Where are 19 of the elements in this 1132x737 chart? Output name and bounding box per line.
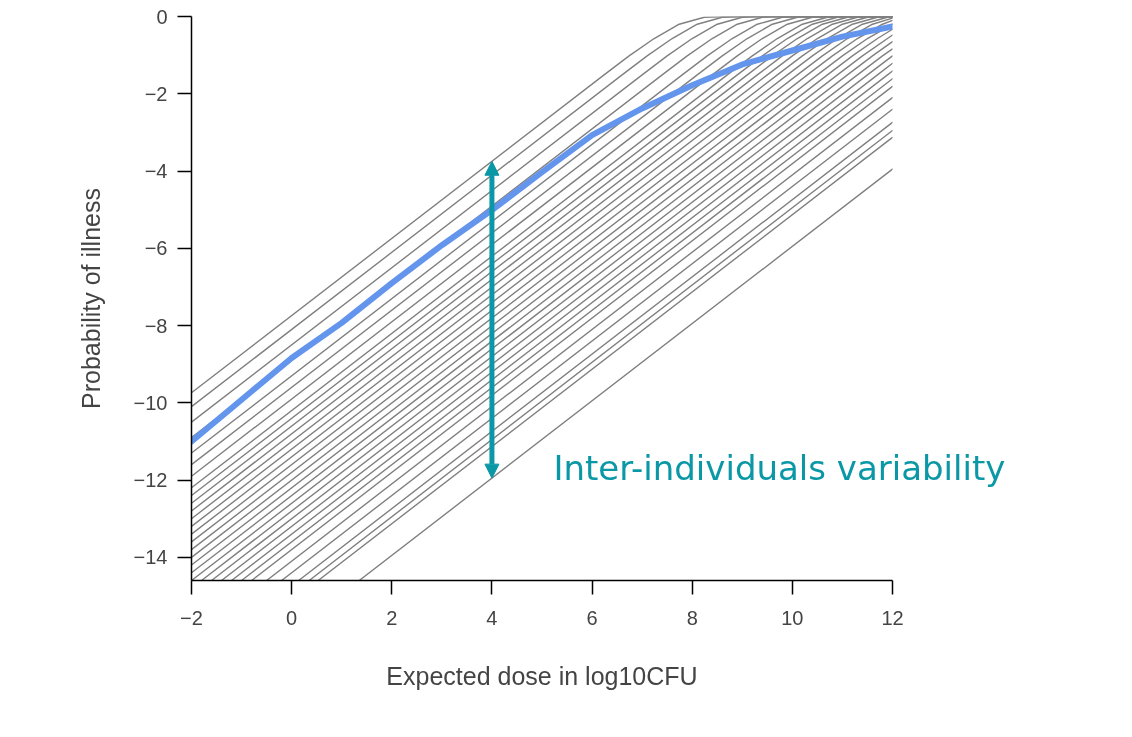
x-tick-label: 10	[781, 606, 804, 629]
x-tick-label: 8	[686, 606, 698, 629]
x-tick-label: 0	[286, 606, 298, 629]
x-tick-label: 12	[881, 606, 904, 629]
y-axis-title: Probability of illness	[76, 188, 105, 409]
y-tick-label: −2	[144, 82, 168, 105]
y-tick-label: −10	[133, 391, 168, 414]
annotation: Inter-individuals variability	[553, 447, 1006, 488]
y-tick-label: −4	[144, 160, 168, 183]
x-axis-title: Expected dose in log10CFU	[386, 661, 698, 690]
x-tick-label: 6	[586, 606, 598, 629]
y-tick-label: −6	[144, 237, 168, 260]
x-tick-label: 4	[486, 606, 498, 629]
x-tick-label: 2	[386, 606, 398, 629]
y-tick-label: 0	[156, 5, 168, 28]
y-tick-label: −8	[144, 314, 168, 337]
y-tick-label: −12	[133, 469, 168, 492]
y-tick-label: −14	[133, 546, 168, 569]
x-tick-label: −2	[180, 606, 203, 629]
